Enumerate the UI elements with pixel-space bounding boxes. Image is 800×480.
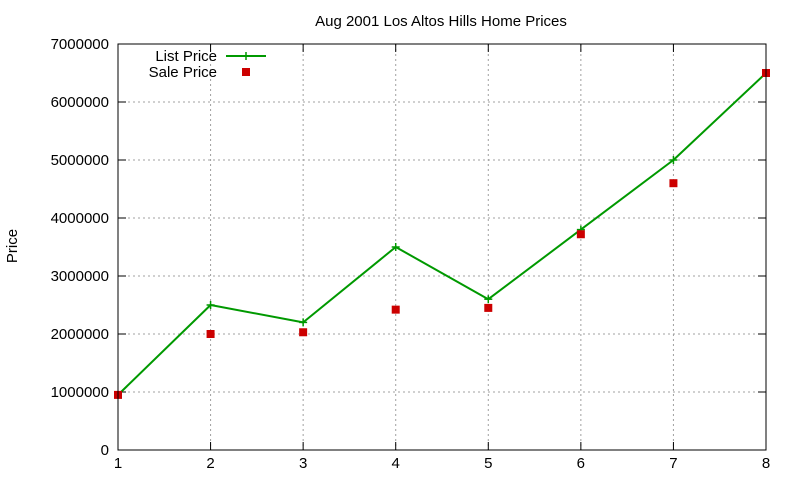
- data-point-sale-price: [669, 179, 678, 188]
- y-tick-label: 4000000: [51, 210, 109, 227]
- data-point-sale-price: [299, 328, 308, 337]
- y-tick-label: 1000000: [51, 384, 109, 401]
- x-tick-label: 6: [577, 455, 585, 472]
- legend-item-list-price: List Price: [155, 48, 266, 65]
- data-point-list-price: [299, 318, 308, 327]
- y-tick-label: 0: [101, 442, 109, 459]
- x-tick-label: 1: [114, 455, 122, 472]
- y-tick-label: 3000000: [51, 268, 109, 285]
- x-tick-label: 5: [484, 455, 492, 472]
- data-point-list-price: [206, 301, 215, 309]
- data-point-sale-price: [484, 303, 493, 312]
- x-tick-label: 3: [299, 455, 307, 472]
- x-tick-label: 7: [669, 455, 677, 472]
- y-axis-label: Price: [4, 229, 21, 263]
- legend-label: Sale Price: [149, 64, 217, 81]
- ticks: 0 1000000 2000000 3000000 4000000 5000000 6000…: [51, 36, 771, 472]
- series-layer: [114, 69, 770, 399]
- x-tick-label: 2: [206, 455, 214, 472]
- legend-label: List Price: [155, 48, 217, 65]
- data-point-list-price: [484, 295, 493, 304]
- y-tick-label: 2000000: [51, 326, 109, 343]
- y-tick-label: 7000000: [51, 36, 109, 53]
- grid: [118, 44, 766, 450]
- x-tick-label: 4: [392, 455, 400, 472]
- x-tick-label: 8: [762, 455, 770, 472]
- series-list-price: [114, 69, 770, 399]
- data-point-sale-price: [206, 330, 215, 338]
- data-point-sale-price: [576, 230, 585, 239]
- legend-marker: [242, 52, 250, 60]
- data-point-list-price: [669, 156, 678, 164]
- data-point-list-price: [391, 243, 400, 251]
- y-tick-label: 5000000: [51, 152, 109, 169]
- plot-frame: [117, 43, 767, 451]
- chart-title: Aug 2001 Los Altos Hills Home Prices: [315, 13, 567, 30]
- series-sale-price: [114, 69, 770, 399]
- legend-item-sale-price: Sale Price: [149, 64, 250, 81]
- y-tick-label: 6000000: [51, 94, 109, 111]
- legend-marker: [242, 68, 250, 76]
- data-point-sale-price: [391, 305, 400, 314]
- series-line-list-price: [117, 72, 767, 396]
